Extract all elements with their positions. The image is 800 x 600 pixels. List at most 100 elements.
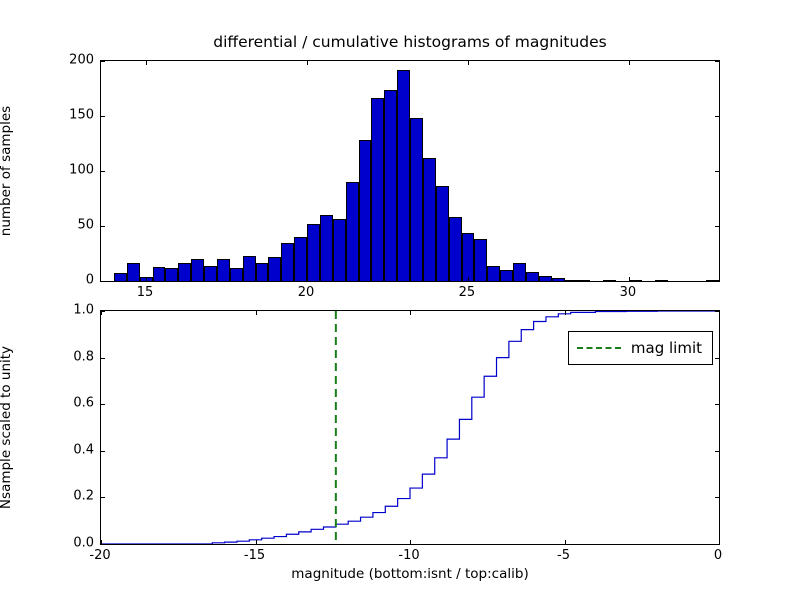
x-tick — [467, 61, 469, 65]
cumulative-curve — [101, 311, 719, 544]
y-tick — [715, 497, 719, 499]
x-tick — [628, 61, 630, 65]
bottom-y-axis-label: Nsample scaled to unity — [0, 345, 14, 510]
histogram-bar — [577, 279, 591, 281]
histogram-bar — [461, 232, 475, 281]
mag-limit-line-icon — [576, 347, 621, 349]
y-tick — [715, 116, 719, 117]
histogram-bar — [178, 263, 192, 281]
histogram-bar — [281, 242, 295, 281]
histogram-bar — [500, 270, 513, 281]
histogram-bar — [448, 217, 462, 281]
histogram-bar — [242, 255, 256, 281]
histogram-bar — [204, 265, 217, 281]
histogram-bar — [113, 273, 127, 281]
y-tick — [715, 404, 719, 406]
y-tick-label: 0 — [85, 272, 94, 288]
x-tick — [564, 311, 566, 315]
histogram-bar — [513, 263, 526, 281]
y-tick — [101, 450, 105, 452]
x-tick-label: 20 — [297, 285, 315, 300]
y-tick-label: 0.8 — [73, 349, 94, 365]
histogram-bar — [371, 98, 385, 281]
histogram-bars — [101, 61, 719, 281]
histogram-bar — [152, 266, 166, 281]
cumulative-step-line — [101, 311, 719, 544]
x-tick — [410, 540, 411, 544]
x-tick — [719, 311, 720, 315]
histogram-bar — [410, 118, 423, 281]
histogram-bar — [319, 215, 333, 281]
x-tick — [101, 540, 102, 544]
histogram-bar — [307, 223, 320, 281]
x-tick — [719, 540, 720, 544]
histogram-bar — [165, 267, 179, 281]
histogram-bar — [229, 267, 243, 281]
x-tick — [564, 540, 566, 544]
histogram-bar — [345, 182, 359, 281]
histogram-bar — [191, 259, 204, 281]
histogram-bar — [384, 89, 398, 281]
x-tick — [307, 61, 308, 65]
x-tick — [410, 311, 411, 315]
histogram-bar — [603, 279, 616, 281]
y-tick-label: 0.6 — [73, 395, 94, 411]
y-tick — [101, 311, 105, 312]
x-tick-label: 15 — [136, 285, 154, 300]
y-tick — [101, 544, 105, 545]
y-tick-label: 50 — [77, 217, 94, 233]
histogram-bar — [628, 279, 642, 281]
histogram-bar — [332, 219, 346, 281]
x-tick-label: -10 — [398, 548, 420, 563]
histogram-bar — [358, 140, 372, 281]
chart-title: differential / cumulative histograms of … — [213, 33, 607, 51]
y-tick-label: 0.4 — [73, 442, 94, 458]
histogram-bar — [126, 263, 140, 281]
histogram-bar — [397, 69, 410, 281]
y-tick — [715, 281, 719, 282]
x-tick — [101, 311, 102, 315]
y-tick-label: 200 — [69, 52, 94, 68]
y-tick — [101, 116, 105, 117]
bottom-x-axis-label: magnitude (bottom:isnt / top:calib) — [291, 566, 529, 582]
x-tick — [255, 311, 257, 315]
histogram-bar — [538, 275, 552, 281]
legend-label-mag-limit: mag limit — [630, 339, 702, 357]
y-tick — [715, 450, 719, 452]
histogram-bar — [422, 157, 436, 281]
y-tick — [101, 281, 105, 282]
x-tick-label: -20 — [89, 548, 111, 563]
x-tick-label: 30 — [619, 285, 637, 300]
histogram-bar — [525, 272, 539, 281]
y-tick-label: 0.2 — [73, 488, 94, 504]
y-tick-label: 100 — [69, 162, 94, 178]
x-tick-label: 0 — [713, 548, 723, 563]
y-tick — [101, 497, 105, 499]
y-tick — [715, 357, 719, 359]
x-tick-label: -5 — [557, 548, 570, 563]
histogram-bar — [216, 259, 230, 281]
histogram-bar — [255, 263, 269, 281]
y-tick — [101, 357, 105, 359]
y-tick — [715, 311, 719, 312]
x-tick — [255, 540, 257, 544]
x-tick — [467, 277, 469, 281]
y-tick — [715, 171, 719, 172]
x-tick — [307, 277, 308, 281]
legend: mag limit — [567, 331, 713, 365]
y-tick — [101, 226, 105, 227]
y-tick — [715, 544, 719, 545]
x-tick-label: -15 — [243, 548, 266, 563]
top-y-axis-label: number of samples — [0, 105, 14, 237]
histogram-bar — [564, 279, 578, 281]
y-tick-label: 1.0 — [73, 302, 94, 318]
y-tick — [715, 226, 719, 227]
histogram-bar — [294, 237, 307, 281]
histogram-bar — [487, 265, 501, 281]
x-tick — [628, 277, 630, 281]
histogram-bar — [435, 186, 449, 281]
x-tick — [146, 277, 148, 281]
histogram-bar — [268, 256, 282, 281]
x-tick — [146, 61, 148, 65]
